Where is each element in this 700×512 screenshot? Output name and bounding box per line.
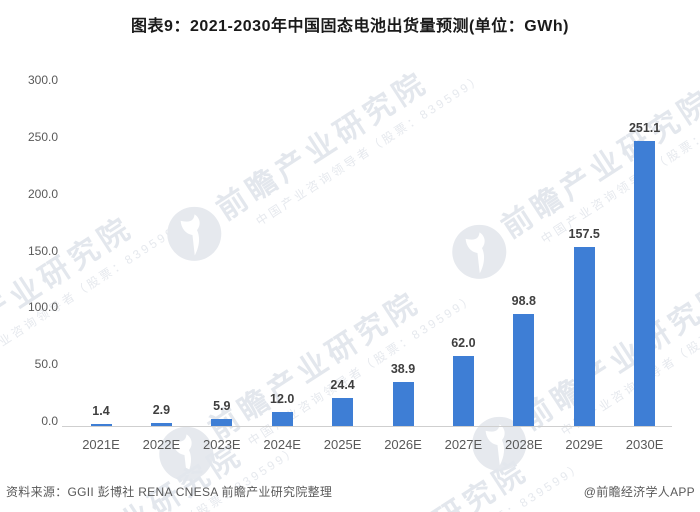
- watermark-big-text: 前瞻产业研究院: [0, 210, 140, 372]
- x-tick-label: 2027E: [444, 437, 483, 452]
- qianzhan-bird-logo-icon: [157, 196, 232, 271]
- bar: [211, 419, 233, 426]
- qianzhan-bird-logo-icon: [149, 416, 224, 491]
- x-tick-label: 2021E: [82, 437, 120, 452]
- y-tick-label: 0.0: [41, 414, 58, 428]
- bar: [332, 398, 354, 426]
- x-axis-line: [62, 426, 672, 427]
- x-tick-label: 2024E: [263, 437, 301, 452]
- watermark: 前瞻产业研究院中国产业咨询领导者（股票：839599）: [111, 224, 478, 496]
- watermark-big-text: 前瞻产业研究院: [516, 275, 700, 437]
- source-note: 资料来源：GGII 彭博社 RENA CNESA 前瞻产业研究院整理: [6, 485, 333, 499]
- bar-value-label: 38.9: [390, 362, 416, 376]
- bar-value-label: 5.9: [213, 399, 231, 413]
- watermark: 前瞻产业研究院中国产业咨询领导者（股票：839599）: [119, 4, 486, 276]
- qianzhan-bird-logo-icon: [442, 214, 517, 289]
- bar-value-label: 1.4: [92, 404, 110, 418]
- x-tick-label: 2028E: [505, 437, 543, 452]
- y-tick-label: 100.0: [27, 300, 58, 315]
- chart-title: 图表9：2021-2030年中国固态电池出货量预测(单位：GWh): [131, 18, 569, 35]
- watermark-small-text: 中国产业咨询领导者（股票：839599）: [538, 88, 700, 247]
- bar: [573, 247, 595, 426]
- bar: [150, 423, 172, 426]
- bar-value-label: 98.8: [511, 294, 536, 308]
- bar: [90, 424, 112, 426]
- y-tick-label: 50.0: [34, 357, 58, 372]
- credit-note: @前瞻经济学人APP: [583, 485, 695, 499]
- x-tick-label: 2026E: [384, 437, 422, 452]
- bar: [634, 141, 656, 426]
- bar: [452, 356, 474, 426]
- bar-value-label: 62.0: [451, 336, 476, 350]
- x-tick-label: 2023E: [203, 437, 241, 452]
- x-tick-label: 2029E: [565, 437, 603, 452]
- y-tick-label: 300.0: [27, 73, 58, 87]
- x-tick-label: 2025E: [323, 437, 362, 452]
- watermark-small-text: 中国产业咨询领导者（股票：839599）: [0, 215, 191, 374]
- y-tick-label: 150.0: [27, 243, 58, 258]
- bar-value-label: 24.4: [330, 378, 355, 392]
- y-tick-label: 200.0: [27, 186, 58, 201]
- watermark-small-text: 中国产业咨询领导者（股票：839599）: [352, 457, 586, 512]
- x-tick-label: 2030E: [625, 437, 664, 452]
- bar: [271, 412, 293, 426]
- bar-value-label: 2.9: [152, 403, 171, 417]
- bar: [392, 382, 414, 426]
- bar-value-label: 251.1: [628, 121, 661, 135]
- watermark-big-text: 前瞻产业研究院: [211, 65, 435, 227]
- bar-value-label: 157.5: [568, 227, 600, 241]
- bar-value-label: 12.0: [270, 392, 295, 406]
- y-tick-label: 250.0: [27, 129, 58, 144]
- watermark: 前瞻产业研究院中国产业咨询领导者（股票：839599）: [404, 22, 700, 294]
- x-tick-label: 2022E: [142, 437, 181, 452]
- bar: [513, 314, 535, 426]
- watermark-big-text: 前瞻产业研究院: [496, 83, 700, 245]
- watermark-small-text: 中国产业咨询领导者（股票：839599）: [253, 70, 486, 229]
